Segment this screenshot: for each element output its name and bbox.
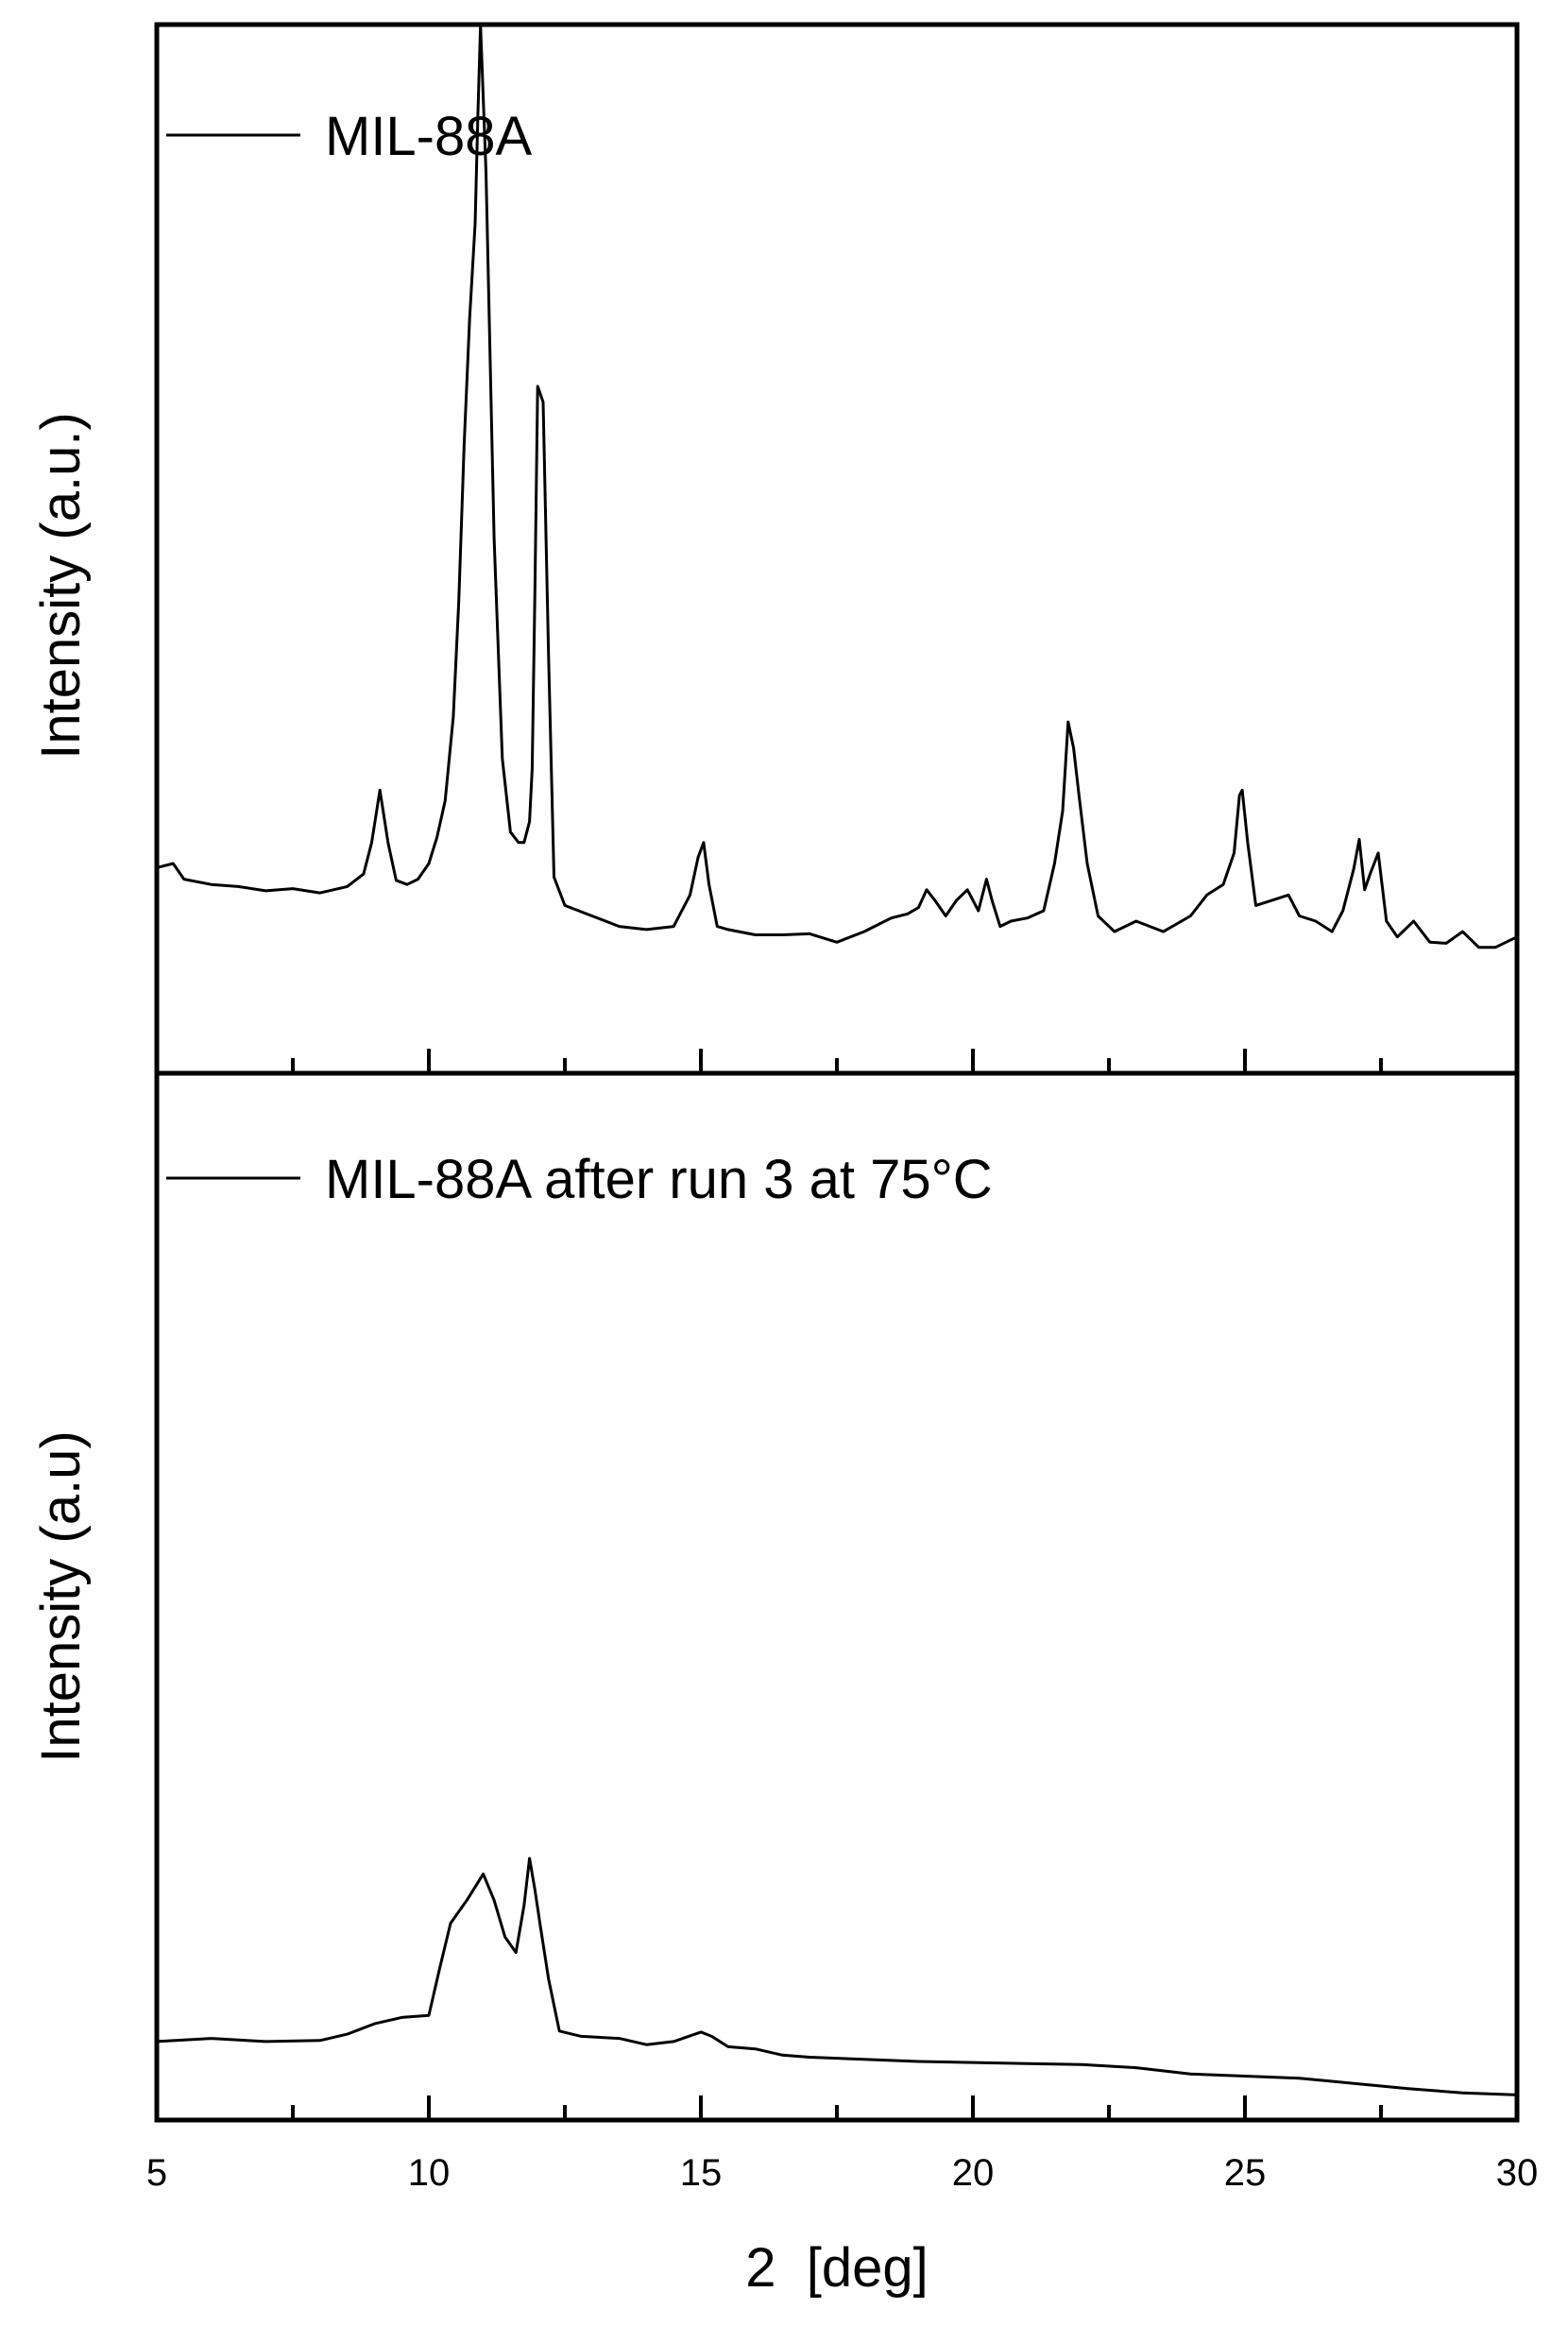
y-axis-title-top: Intensity (a.u.) — [30, 412, 92, 759]
x-tick-label-10: 10 — [408, 2152, 451, 2194]
y-axis-title-bottom: Intensity (a.u) — [30, 1430, 92, 1762]
series-line-bottom-0 — [156, 1856, 1518, 2096]
x-tick-label-30: 30 — [1496, 2152, 1539, 2194]
x-tick-label-20: 20 — [952, 2152, 995, 2194]
x-tick-labels: 5 10 15 20 25 30 — [146, 2152, 1538, 2194]
x-axis-title: 2 [deg] — [745, 2237, 928, 2299]
bottom-panel-frame — [154, 1070, 1520, 2123]
x-tick-label-25: 25 — [1224, 2152, 1267, 2194]
legend-label-top: MIL-88A — [325, 106, 533, 167]
top-panel-frame — [154, 22, 1520, 1076]
top-panel-series — [156, 23, 1518, 949]
legend-label-bottom: MIL-88A after run 3 at 75°C — [325, 1149, 993, 1210]
x-tick-label-15: 15 — [680, 2152, 723, 2194]
x-tick-label-5: 5 — [146, 2152, 167, 2194]
bottom-panel-series — [156, 1856, 1518, 2096]
bottom-panel-ticks — [291, 2095, 1383, 2120]
series-line-top-0 — [156, 23, 1518, 949]
top-panel-ticks — [291, 1049, 1383, 1073]
